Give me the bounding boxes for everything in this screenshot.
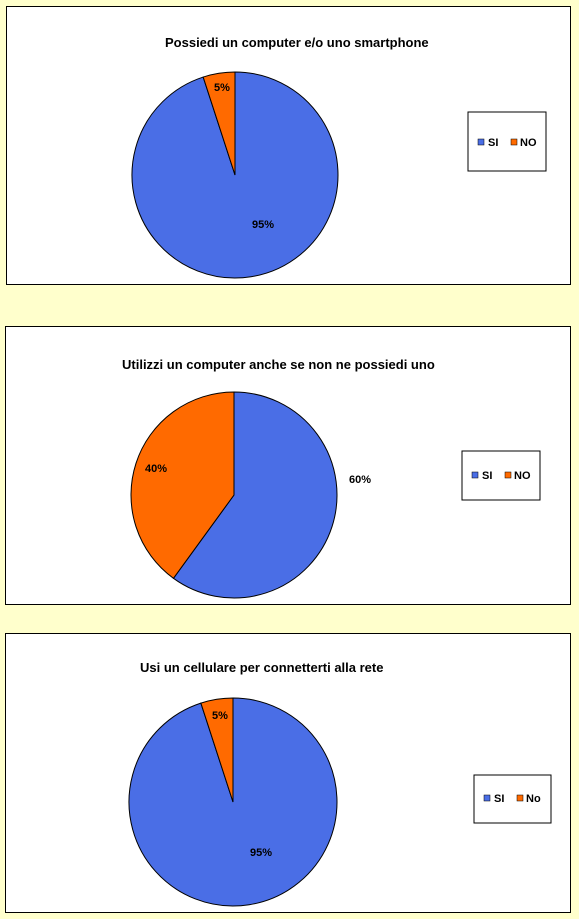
pie-slice-no — [200, 697, 234, 803]
pie-slice-si — [172, 391, 338, 599]
legend-label-si: SI — [482, 470, 492, 482]
data-label-si: 95% — [252, 219, 274, 231]
legend-swatch-si — [471, 471, 479, 479]
legend-label-no: No — [526, 793, 541, 805]
chart-title: Usi un cellulare per connetterti alla re… — [140, 660, 383, 675]
chart-title: Possiedi un computer e/o uno smartphone — [165, 35, 429, 50]
legend-swatch-no — [510, 138, 518, 146]
legend-label-no: NO — [514, 470, 531, 482]
pie-chart-svg: Possiedi un computer e/o uno smartphone … — [131, 35, 547, 279]
pie-chart-svg: Usi un cellulare per connetterti alla re… — [128, 660, 552, 907]
data-label-no: 40% — [145, 463, 167, 475]
legend-label-si: SI — [494, 793, 504, 805]
legend-swatch-si — [477, 138, 485, 146]
pie-slice-no — [202, 71, 236, 176]
chart-panel-mobile: Usi un cellulare per connetterti alla re… — [5, 633, 571, 913]
pie-chart-svg: Utilizzi un computer anche se non ne pos… — [122, 357, 541, 599]
pie: 60% 40% — [130, 391, 371, 599]
legend-label-si: SI — [488, 137, 498, 149]
chart-panel-possession: Possiedi un computer e/o uno smartphone … — [6, 6, 571, 285]
legend-label-no: NO — [520, 137, 537, 149]
legend-swatch-no — [504, 471, 512, 479]
data-label-no: 5% — [212, 710, 228, 722]
legend-swatch-si — [483, 794, 491, 802]
pie: 95% 5% — [131, 71, 339, 279]
pie: 95% 5% — [128, 697, 338, 907]
legend-swatch-no — [516, 794, 524, 802]
data-label-si: 95% — [250, 847, 272, 859]
data-label-si: 60% — [349, 474, 371, 486]
data-label-no: 5% — [214, 82, 230, 94]
pie-slice-no — [130, 391, 235, 580]
chart-title: Utilizzi un computer anche se non ne pos… — [122, 357, 435, 372]
chart-panel-usage: Utilizzi un computer anche se non ne pos… — [5, 326, 571, 605]
